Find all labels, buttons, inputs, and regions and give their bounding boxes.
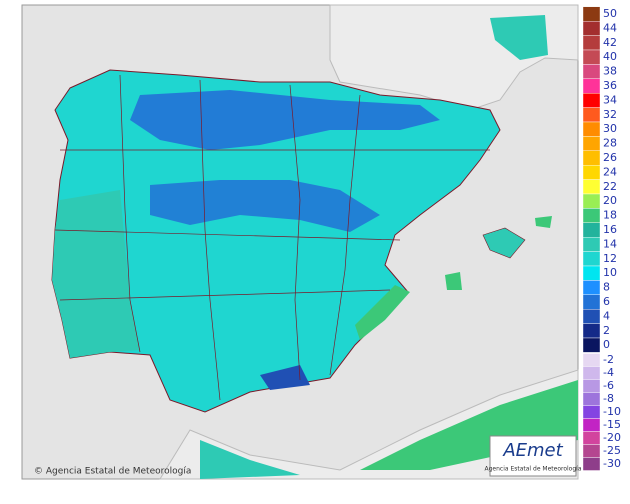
mallorca: [482, 227, 526, 259]
legend-swatch: [582, 236, 601, 252]
legend-swatch: [582, 21, 601, 36]
legend-label: 40: [603, 50, 617, 63]
legend-label: -10: [603, 405, 621, 418]
legend-swatch: [582, 418, 601, 432]
legend-swatch: [582, 150, 601, 166]
legend-label: 30: [603, 122, 617, 135]
legend-swatch: [582, 392, 601, 406]
cold-centre: [150, 180, 380, 232]
legend-label: 2: [603, 324, 610, 337]
legend-swatch: [582, 121, 601, 137]
legend-swatch: [582, 457, 601, 471]
logo-box: [489, 435, 577, 477]
legend-swatch: [582, 309, 601, 324]
legend-label: 38: [603, 65, 617, 78]
legend-swatch: [582, 294, 601, 310]
legend-swatch: [582, 431, 601, 445]
legend: 5044424038363432302826242220181614121086…: [582, 6, 621, 471]
legend-swatch: [582, 136, 601, 151]
legend-label: -20: [603, 431, 621, 444]
legend-label: -2: [603, 353, 614, 366]
legend-label: 28: [603, 137, 617, 150]
legend-label: 34: [603, 93, 617, 106]
legend-label: -25: [603, 444, 621, 457]
legend-swatch: [582, 405, 601, 419]
france-band: [490, 15, 548, 60]
legend-swatch: [582, 92, 601, 108]
legend-swatch: [582, 379, 601, 393]
legend-swatch: [582, 444, 601, 458]
legend-label: 12: [603, 252, 617, 265]
ibiza: [445, 272, 462, 290]
legend-swatch: [582, 208, 601, 223]
legend-label: 6: [603, 295, 610, 308]
legend-swatch: [582, 35, 601, 51]
legend-swatch: [582, 107, 601, 123]
legend-label: 20: [603, 194, 617, 207]
legend-swatch: [582, 251, 601, 267]
legend-label: 22: [603, 180, 617, 193]
legend-swatch: [582, 179, 601, 195]
legend-label: 14: [603, 237, 617, 250]
legend-label: 32: [603, 108, 617, 121]
cold-north: [130, 90, 440, 150]
legend-swatch: [582, 265, 601, 281]
legend-label: 8: [603, 281, 610, 294]
legend-swatch: [582, 49, 601, 65]
legend-label: 0: [603, 338, 610, 351]
legend-label: 44: [603, 21, 617, 34]
legend-swatch: [582, 366, 601, 380]
credit: © Agencia Estatal de Meteorología: [34, 467, 191, 477]
logo-subtitle: Agencia Estatal de Meteorología: [485, 466, 582, 473]
legend-label: -30: [603, 457, 621, 470]
legend-label: 18: [603, 209, 617, 222]
logo: AEmet: [502, 440, 563, 461]
borders: [54, 74, 490, 401]
legend-swatch: [582, 78, 601, 94]
legend-swatch: [582, 6, 601, 22]
legend-swatch: [582, 164, 601, 180]
legend-label: 24: [603, 165, 617, 178]
legend-swatch: [582, 222, 601, 238]
legend-swatch: [582, 280, 601, 295]
africa-coast: [200, 440, 300, 479]
legend-label: 10: [603, 266, 617, 279]
cold-south: [260, 365, 310, 390]
legend-label: -15: [603, 418, 621, 431]
legend-label: 16: [603, 223, 617, 236]
legend-label: -4: [603, 366, 614, 379]
legend-label: -8: [603, 392, 614, 405]
legend-label: 42: [603, 36, 617, 49]
east-coast: [355, 285, 410, 340]
legend-swatch: [582, 64, 601, 80]
legend-label: 4: [603, 309, 610, 322]
legend-label: 50: [603, 7, 617, 20]
legend-label: 26: [603, 151, 617, 164]
menorca: [535, 216, 552, 228]
legend-swatch: [582, 337, 601, 353]
legend-swatch: [582, 353, 601, 367]
legend-label: 36: [603, 79, 617, 92]
legend-label: -6: [603, 379, 614, 392]
legend-swatch: [582, 323, 601, 339]
legend-swatch: [582, 193, 601, 209]
